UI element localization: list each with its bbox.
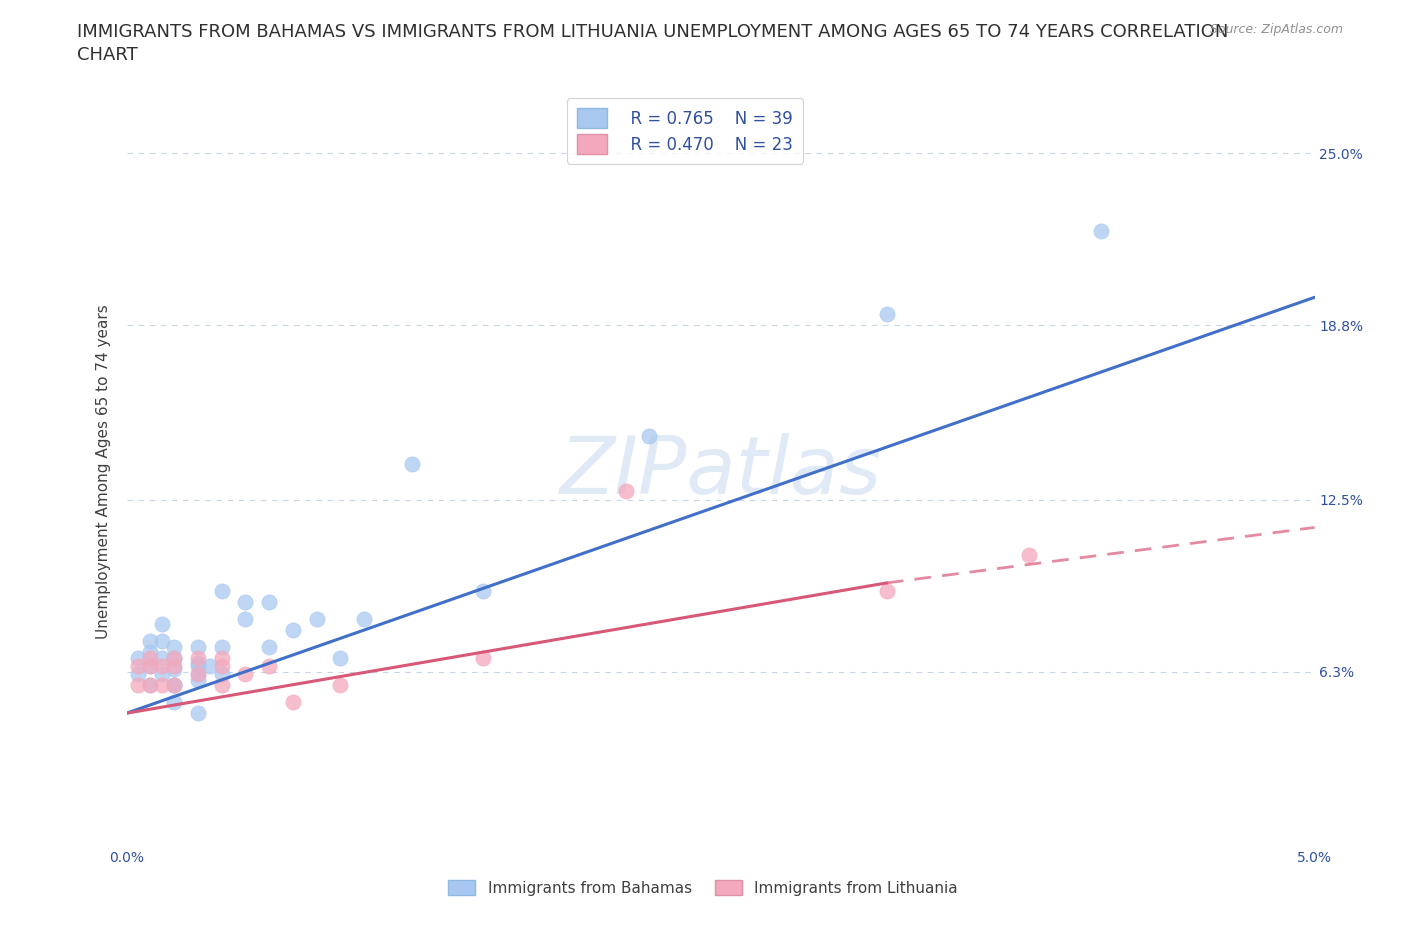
Point	[876, 307, 898, 322]
Point	[150, 667, 173, 682]
Point	[187, 667, 209, 682]
Point	[211, 650, 233, 665]
Point	[163, 658, 186, 673]
Point	[233, 595, 257, 610]
Point	[198, 658, 221, 673]
Point	[211, 639, 233, 654]
Point	[163, 639, 186, 654]
Point	[876, 584, 898, 599]
Point	[139, 650, 162, 665]
Point	[163, 678, 186, 693]
Point	[187, 639, 209, 654]
Text: IMMIGRANTS FROM BAHAMAS VS IMMIGRANTS FROM LITHUANIA UNEMPLOYMENT AMONG AGES 65 : IMMIGRANTS FROM BAHAMAS VS IMMIGRANTS FR…	[77, 23, 1229, 41]
Point	[329, 678, 352, 693]
Point	[233, 612, 257, 627]
Point	[187, 650, 209, 665]
Point	[163, 678, 186, 693]
Point	[638, 429, 661, 444]
Point	[401, 457, 423, 472]
Point	[211, 667, 233, 682]
Point	[329, 650, 352, 665]
Y-axis label: Unemployment Among Ages 65 to 74 years: Unemployment Among Ages 65 to 74 years	[96, 305, 111, 639]
Point	[472, 584, 495, 599]
Point	[614, 484, 637, 498]
Point	[139, 644, 162, 659]
Point	[127, 678, 149, 693]
Point	[139, 678, 162, 693]
Point	[127, 667, 149, 682]
Point	[211, 584, 233, 599]
Point	[281, 695, 304, 710]
Text: Source: ZipAtlas.com: Source: ZipAtlas.com	[1209, 23, 1343, 36]
Legend: Immigrants from Bahamas, Immigrants from Lithuania: Immigrants from Bahamas, Immigrants from…	[441, 873, 965, 902]
Point	[305, 612, 328, 627]
Point	[211, 678, 233, 693]
Point	[1018, 548, 1040, 563]
Point	[187, 672, 209, 687]
Point	[281, 622, 304, 637]
Point	[150, 633, 173, 648]
Point	[150, 678, 173, 693]
Point	[257, 595, 280, 610]
Point	[187, 667, 209, 682]
Point	[472, 650, 495, 665]
Point	[139, 678, 162, 693]
Point	[187, 706, 209, 721]
Point	[1090, 223, 1112, 238]
Point	[163, 661, 186, 676]
Point	[163, 650, 186, 665]
Point	[257, 658, 280, 673]
Point	[187, 656, 209, 671]
Point	[139, 658, 162, 673]
Point	[150, 658, 173, 673]
Text: CHART: CHART	[77, 46, 138, 64]
Point	[163, 650, 186, 665]
Point	[150, 617, 173, 631]
Point	[127, 658, 149, 673]
Point	[211, 658, 233, 673]
Point	[163, 695, 186, 710]
Point	[139, 633, 162, 648]
Legend:   R = 0.765    N = 39,   R = 0.470    N = 23: R = 0.765 N = 39, R = 0.470 N = 23	[567, 99, 803, 164]
Text: ZIPatlas: ZIPatlas	[560, 433, 882, 511]
Point	[127, 650, 149, 665]
Point	[150, 650, 173, 665]
Point	[163, 678, 186, 693]
Point	[233, 667, 257, 682]
Point	[257, 639, 280, 654]
Point	[139, 658, 162, 673]
Point	[187, 658, 209, 673]
Point	[353, 612, 375, 627]
